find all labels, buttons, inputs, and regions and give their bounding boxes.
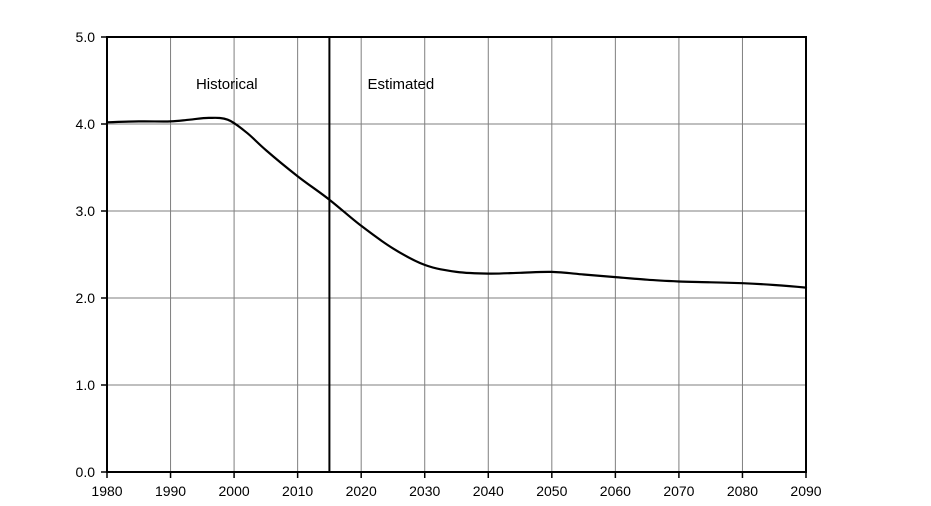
x-tick-label: 2070	[663, 483, 694, 499]
y-tick-label: 4.0	[76, 116, 96, 132]
x-tick-label: 2000	[219, 483, 250, 499]
x-tick-label: 2080	[727, 483, 758, 499]
series-line-0	[105, 116, 808, 289]
x-tick-label: 1980	[91, 483, 122, 499]
y-tick-label: 5.0	[76, 29, 96, 45]
x-tick-label: 2060	[600, 483, 631, 499]
y-tick-label: 0.0	[76, 464, 96, 480]
grid-lines	[107, 37, 806, 472]
x-tick-label: 2020	[346, 483, 377, 499]
annotation-historical: Historical	[196, 76, 258, 93]
y-tick-label: 2.0	[76, 290, 96, 306]
y-tick-label: 3.0	[76, 203, 96, 219]
x-tick-label: 2050	[536, 483, 567, 499]
plot-frame	[106, 36, 807, 473]
annotation-estimated: Estimated	[368, 76, 435, 93]
x-tick-label: 2010	[282, 483, 313, 499]
x-tick-label: 1990	[155, 483, 186, 499]
x-tick-label: 2090	[790, 483, 821, 499]
x-tick-label: 2030	[409, 483, 440, 499]
y-axis-ticks: 0.0 1.0 2.0 3.0 4.0 5.0	[76, 29, 107, 480]
series-layer	[105, 116, 808, 289]
y-tick-label: 1.0	[76, 377, 96, 393]
x-tick-label: 2040	[473, 483, 504, 499]
x-axis-ticks: 1980 1990 2000 2010 2020 2030 2040 2050 2060 2070…	[91, 472, 822, 499]
